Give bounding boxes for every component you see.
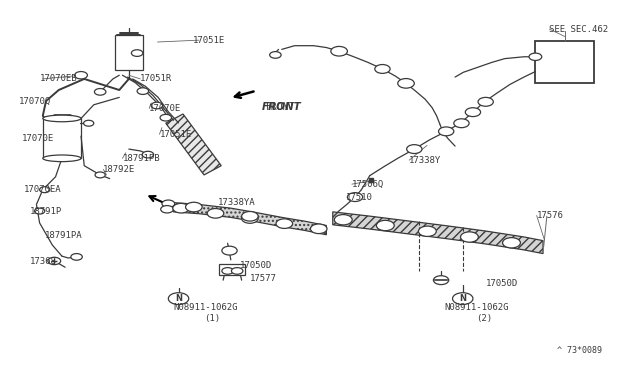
Text: 17338Y: 17338Y <box>409 155 442 165</box>
Circle shape <box>375 64 390 73</box>
Text: 17070EB: 17070EB <box>40 74 77 83</box>
Text: 17070Q: 17070Q <box>19 97 51 106</box>
Ellipse shape <box>43 155 81 161</box>
Circle shape <box>222 246 237 255</box>
Text: 18792E: 18792E <box>103 165 136 174</box>
Text: 17577: 17577 <box>250 274 276 283</box>
Circle shape <box>131 50 143 57</box>
Circle shape <box>35 208 45 214</box>
Circle shape <box>142 151 154 158</box>
Circle shape <box>376 220 394 231</box>
Text: 17070E: 17070E <box>149 104 182 113</box>
Circle shape <box>186 202 202 212</box>
Text: 17576: 17576 <box>537 211 564 220</box>
Text: 17051R: 17051R <box>140 74 173 83</box>
Text: (1): (1) <box>204 314 220 323</box>
Circle shape <box>478 97 493 106</box>
Bar <box>220 264 245 275</box>
Circle shape <box>151 102 163 109</box>
Text: N08911-1062G: N08911-1062G <box>173 303 238 312</box>
Circle shape <box>71 254 83 260</box>
Circle shape <box>48 257 61 264</box>
Bar <box>115 35 143 70</box>
Text: 17338YA: 17338YA <box>218 198 255 207</box>
Circle shape <box>433 276 449 285</box>
Text: N: N <box>460 294 466 303</box>
Circle shape <box>276 219 292 228</box>
Text: 17051E: 17051E <box>193 36 225 45</box>
Text: 17510: 17510 <box>346 193 372 202</box>
Circle shape <box>162 200 175 208</box>
Circle shape <box>95 89 106 95</box>
Circle shape <box>40 187 50 193</box>
Bar <box>43 118 81 158</box>
Circle shape <box>348 193 363 202</box>
Circle shape <box>242 214 258 223</box>
Text: 18791P: 18791P <box>30 207 62 217</box>
Circle shape <box>75 71 88 79</box>
Text: 17506Q: 17506Q <box>352 180 384 189</box>
Text: 18791PA: 18791PA <box>45 231 83 240</box>
Circle shape <box>173 203 189 213</box>
Circle shape <box>207 209 224 218</box>
Circle shape <box>222 267 234 274</box>
Circle shape <box>161 206 173 213</box>
Text: 17050D: 17050D <box>241 261 273 270</box>
Circle shape <box>406 145 422 154</box>
Text: FRONT: FRONT <box>266 102 295 112</box>
Text: FRONT: FRONT <box>261 102 301 112</box>
Circle shape <box>438 127 454 136</box>
Circle shape <box>310 224 327 234</box>
Circle shape <box>502 238 520 248</box>
Circle shape <box>232 267 243 274</box>
Circle shape <box>160 114 172 121</box>
Polygon shape <box>333 212 543 254</box>
Text: 17051E: 17051E <box>159 130 191 139</box>
Circle shape <box>454 119 469 128</box>
Circle shape <box>334 215 352 225</box>
Circle shape <box>461 232 478 242</box>
Circle shape <box>137 88 148 94</box>
Text: SEE SEC.462: SEE SEC.462 <box>549 25 609 33</box>
Circle shape <box>465 108 481 116</box>
Text: (2): (2) <box>476 314 492 323</box>
Text: N08911-1062G: N08911-1062G <box>444 303 509 312</box>
Circle shape <box>397 78 414 88</box>
Circle shape <box>242 211 258 221</box>
Circle shape <box>529 53 541 61</box>
Text: N: N <box>175 294 182 303</box>
Circle shape <box>452 293 473 305</box>
Circle shape <box>331 46 348 56</box>
Polygon shape <box>173 203 326 235</box>
Text: ^ 73*0089: ^ 73*0089 <box>557 346 602 355</box>
Text: 17368: 17368 <box>30 257 57 266</box>
Circle shape <box>95 172 105 178</box>
Text: 17070E: 17070E <box>22 134 54 142</box>
Bar <box>536 41 594 83</box>
Ellipse shape <box>43 115 81 122</box>
Polygon shape <box>166 114 221 175</box>
Circle shape <box>419 226 436 237</box>
Circle shape <box>168 293 189 305</box>
Circle shape <box>84 120 94 126</box>
Text: 18791PB: 18791PB <box>122 154 160 163</box>
Text: 17070EA: 17070EA <box>24 185 61 194</box>
Text: 17050D: 17050D <box>486 279 518 288</box>
Circle shape <box>269 52 281 58</box>
